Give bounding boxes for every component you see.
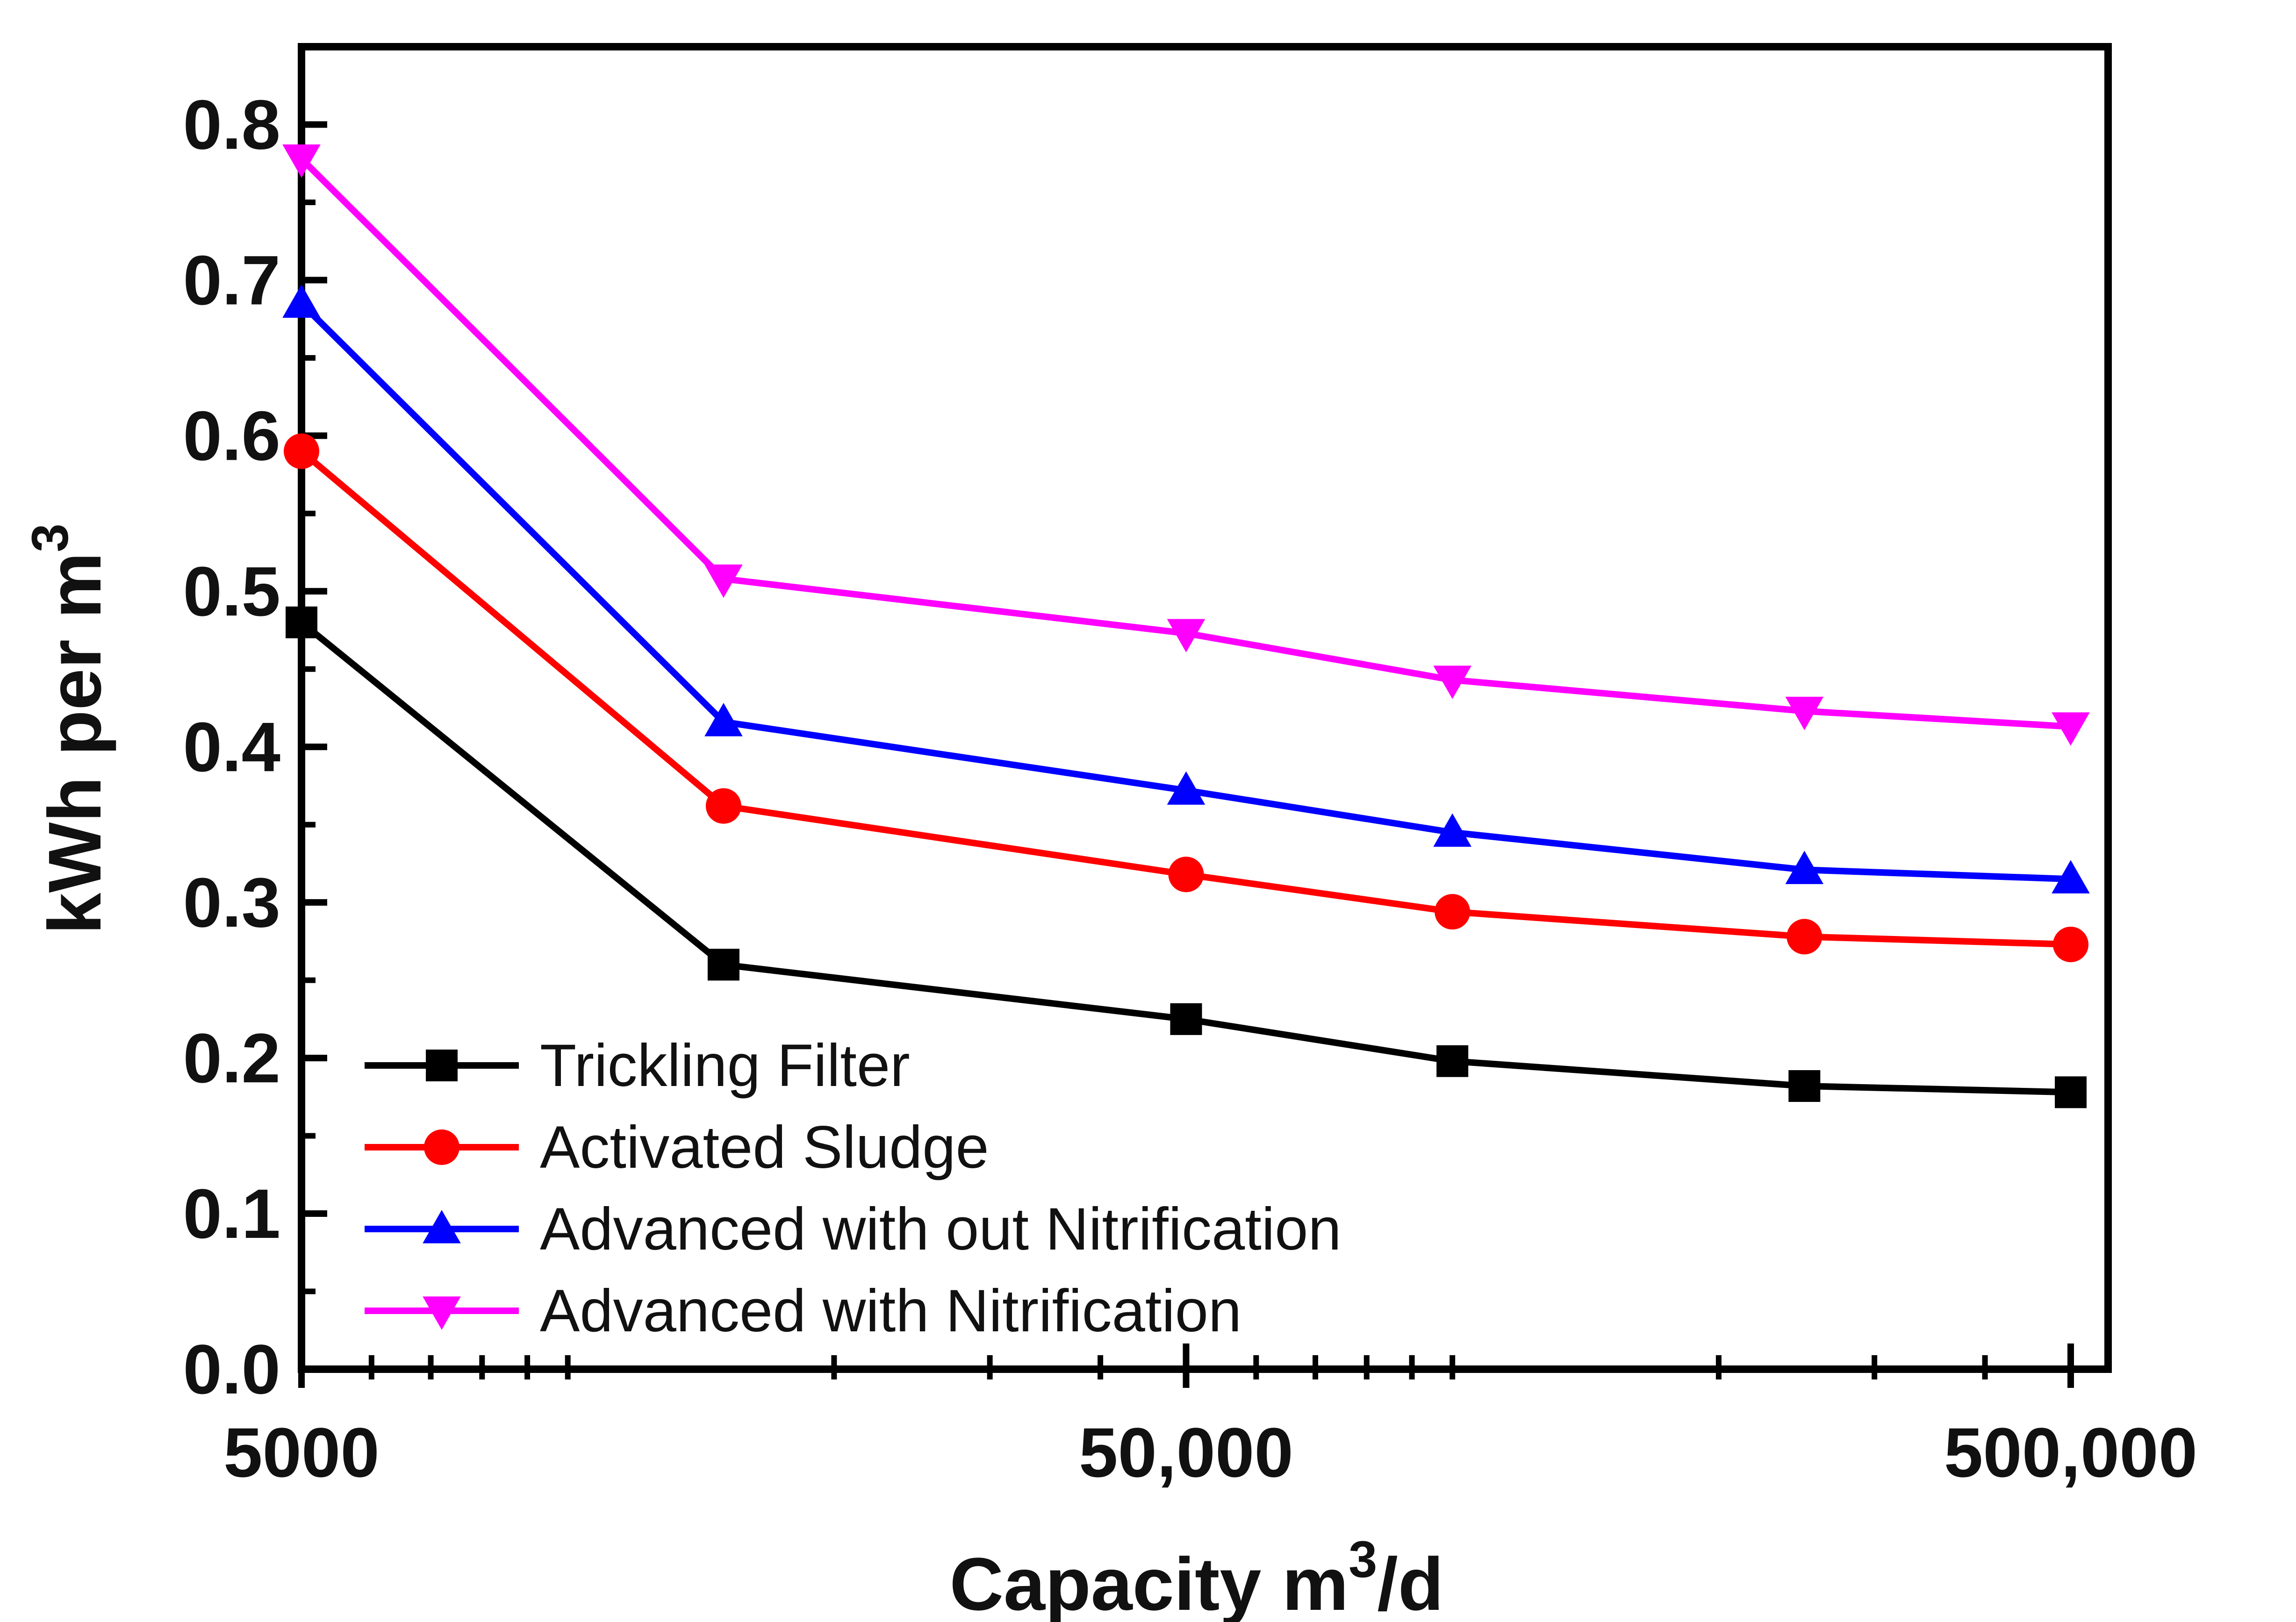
data-point (1167, 771, 1205, 805)
data-point (2053, 927, 2088, 963)
y-axis: 0.0 0.1 0.2 0.3 0.4 0.5 0.6 0.7 0.8 (183, 44, 327, 1408)
plot-border (298, 43, 2112, 1373)
data-point (2055, 1076, 2087, 1108)
data-point (2052, 860, 2090, 893)
data-point (1436, 1045, 1469, 1077)
x-tick-label: 50,000 (1079, 1413, 1293, 1492)
plot-area (298, 43, 2112, 1373)
x-tick-label: 5000 (223, 1413, 380, 1492)
data-point (704, 564, 743, 598)
series-activated-sludge (284, 433, 2088, 963)
y-tick-label: 0.5 (183, 552, 280, 630)
data-point (1168, 857, 1204, 893)
data-point (704, 703, 743, 736)
y-tick-label: 0.7 (183, 241, 280, 319)
y-tick-label: 0.8 (183, 85, 280, 164)
data-point (423, 1296, 461, 1330)
data-point (1785, 697, 1824, 730)
series-line (299, 449, 2071, 948)
y-tick-label: 0.0 (183, 1330, 280, 1408)
y-axis-title: kWh per m3 (22, 523, 116, 934)
data-point (1167, 619, 1205, 652)
legend-label: Trickling Filter (540, 1032, 910, 1099)
series-line (299, 301, 2071, 883)
data-point (286, 606, 317, 638)
legend-label: Advanced with Nitrification (540, 1278, 1241, 1344)
data-point (1788, 1070, 1821, 1102)
series-trickling-filter (286, 606, 2087, 1108)
data-point (426, 1050, 458, 1081)
data-point (282, 284, 321, 318)
data-point (423, 1210, 461, 1243)
series-line (299, 620, 2071, 1096)
y-tick-label: 0.2 (183, 1019, 280, 1097)
data-point (424, 1129, 459, 1165)
data-point (282, 144, 321, 178)
data-point (1435, 894, 1471, 930)
x-tick-label: 500,000 (1944, 1413, 2197, 1492)
legend-item: Trickling Filter (365, 1032, 910, 1099)
legend-label: Activated Sludge (540, 1114, 989, 1181)
series-advanced-with-out-nitrification (282, 284, 2090, 893)
legend-item: Advanced with out Nitrification (365, 1196, 1342, 1263)
data-point (705, 788, 741, 824)
x-axis: 5000 50,000 500,000 (223, 1343, 2197, 1492)
x-axis-title: Capacity m3/d (949, 1531, 1443, 1622)
data-point (1433, 665, 1471, 699)
data-point (1787, 919, 1822, 955)
data-point (1785, 850, 1824, 884)
y-tick-label: 0.1 (183, 1174, 280, 1253)
legend: Trickling Filter Activated Sludge Advanced… (365, 1032, 1342, 1344)
series-line (299, 156, 2071, 730)
series-advanced-with-nitrification (282, 144, 2090, 746)
data-point (2052, 712, 2090, 746)
data-point (284, 433, 319, 469)
y-tick-label: 0.3 (183, 863, 280, 942)
y-tick-label: 0.6 (183, 396, 280, 475)
legend-item: Advanced with Nitrification (365, 1278, 1241, 1344)
data-point (1170, 1003, 1202, 1035)
series-layer (282, 144, 2090, 1108)
legend-item: Activated Sludge (365, 1114, 989, 1181)
data-point (1433, 813, 1471, 847)
y-tick-label: 0.4 (183, 707, 280, 786)
legend-label: Advanced with out Nitrification (540, 1196, 1342, 1263)
data-point (707, 949, 739, 981)
